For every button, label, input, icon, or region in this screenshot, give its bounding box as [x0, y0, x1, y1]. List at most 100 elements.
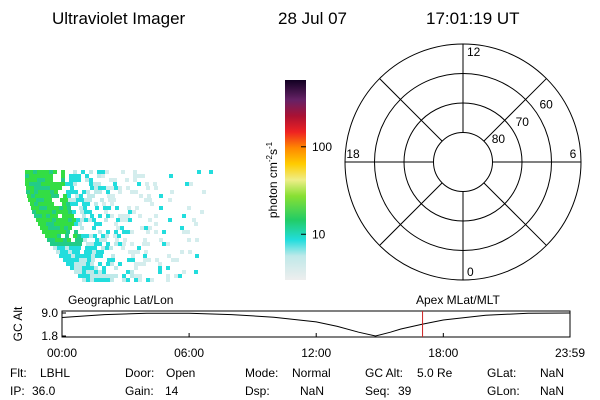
pixel	[194, 270, 198, 274]
pixel	[159, 238, 163, 242]
pixel	[134, 262, 138, 266]
pixel	[82, 202, 86, 206]
pixel	[52, 226, 56, 230]
pixel	[140, 226, 144, 230]
pixel	[52, 210, 56, 214]
pixel	[46, 190, 50, 194]
title: Ultraviolet Imager	[52, 9, 186, 28]
pixel	[82, 270, 86, 274]
pixel	[66, 222, 70, 226]
pixel	[86, 266, 90, 270]
pixel	[122, 278, 126, 282]
pixel	[143, 254, 147, 258]
pixel	[60, 210, 64, 214]
pixel	[88, 198, 92, 202]
pixel	[91, 254, 95, 258]
pixel	[103, 206, 107, 210]
pixel	[69, 178, 73, 182]
mlt-label: 0	[467, 265, 474, 279]
pixel	[59, 238, 63, 242]
pixel	[77, 234, 81, 238]
pixel	[84, 198, 88, 202]
pixel	[48, 210, 52, 214]
pixel	[148, 198, 152, 202]
pixel	[94, 274, 98, 278]
orbit-left-label: Geographic Lat/Lon	[68, 293, 173, 307]
pixel	[118, 214, 122, 218]
pixel	[168, 198, 172, 202]
pixel	[32, 210, 36, 214]
pixel	[60, 250, 64, 254]
pixel	[155, 258, 159, 262]
pixel	[114, 186, 118, 190]
pixel	[158, 262, 162, 266]
pixel	[71, 258, 75, 262]
pixel	[131, 254, 135, 258]
pixel	[75, 254, 79, 258]
pixel	[78, 262, 82, 266]
pixel	[37, 170, 41, 174]
pixel	[195, 254, 199, 258]
pixel	[154, 222, 158, 226]
status-value: NaN	[540, 384, 564, 398]
pixel	[128, 218, 132, 222]
status-label: GLat:	[487, 366, 516, 380]
pixel	[106, 186, 110, 190]
pixel	[127, 206, 131, 210]
pixel	[134, 278, 138, 282]
pixel	[80, 198, 84, 202]
pixel	[79, 238, 83, 242]
pixel	[43, 206, 47, 210]
pixel	[118, 190, 122, 194]
pixel	[67, 258, 71, 262]
pixel	[42, 186, 46, 190]
pixel	[130, 190, 134, 194]
pixel	[192, 218, 196, 222]
pixel	[105, 234, 109, 238]
mlt-label: 12	[467, 45, 481, 59]
pixel	[94, 270, 98, 274]
x-tick-label: 23:59	[555, 346, 585, 360]
pixel	[106, 214, 110, 218]
pixel	[40, 226, 44, 230]
pixel	[83, 254, 87, 258]
pixel	[78, 266, 82, 270]
pixel	[131, 258, 135, 262]
pixel	[166, 266, 170, 270]
pixel	[122, 214, 126, 218]
pixel	[98, 270, 102, 274]
pixel	[42, 222, 46, 226]
x-tick-label: 06:00	[174, 346, 204, 360]
pixel	[90, 262, 94, 266]
pixel	[39, 194, 43, 198]
pixel	[146, 186, 150, 190]
pixel	[29, 182, 33, 186]
pixel	[83, 238, 87, 242]
pixel	[170, 190, 174, 194]
pixel	[86, 202, 90, 206]
pixel	[121, 246, 125, 250]
pixel	[56, 210, 60, 214]
pixel	[55, 206, 59, 210]
pixel	[200, 210, 204, 214]
pixel	[53, 170, 57, 174]
pixel	[188, 250, 192, 254]
pixel	[153, 182, 157, 186]
pixel	[93, 246, 97, 250]
pixel	[58, 222, 62, 226]
status-label: Mode:	[245, 366, 278, 380]
pixel	[54, 230, 58, 234]
orbit-right-label: Apex MLat/MLT	[416, 293, 500, 307]
pixel	[51, 238, 55, 242]
pixel	[50, 242, 54, 246]
pixel	[91, 258, 95, 262]
pixel	[110, 262, 114, 266]
pixel	[36, 198, 40, 202]
colorbar	[285, 80, 306, 280]
pixel	[94, 186, 98, 190]
pixel	[41, 174, 45, 178]
pixel	[74, 266, 78, 270]
pixel	[66, 214, 70, 218]
pixel	[84, 250, 88, 254]
status-label: Gain:	[125, 384, 154, 398]
